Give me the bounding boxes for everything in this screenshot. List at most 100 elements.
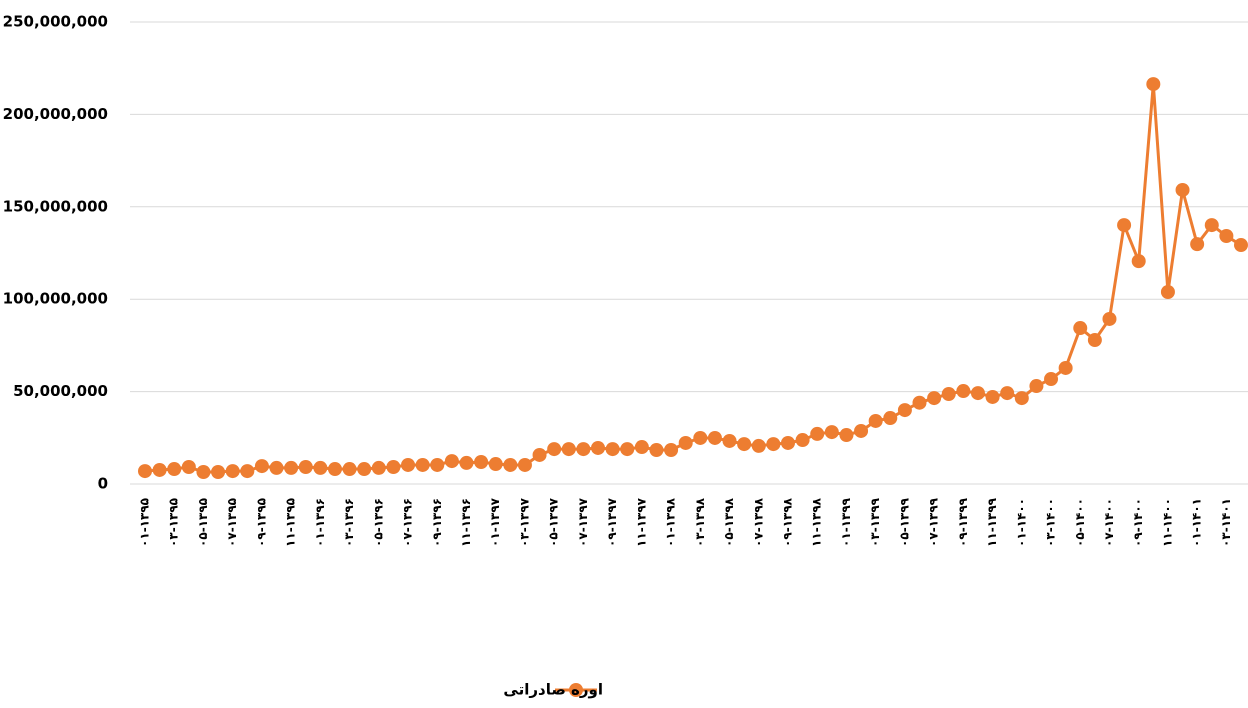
- data-point: [1160, 284, 1175, 299]
- data-point: [868, 413, 883, 428]
- x-tick-label: ۰۹-۱۳۹۵: [254, 498, 268, 547]
- y-tick-label: 100,000,000: [3, 290, 108, 308]
- data-point: [970, 386, 985, 401]
- x-tick-label: ۰۹-۱۳۹۹: [956, 497, 970, 547]
- data-point: [371, 460, 386, 475]
- data-point: [1219, 228, 1234, 243]
- data-point: [488, 457, 503, 472]
- y-tick-label: 150,000,000: [3, 197, 108, 215]
- x-tick-label: ۰۵-۱۳۹۸: [722, 497, 736, 547]
- x-tick-label: ۰۵-۱۳۹۷: [547, 497, 561, 547]
- y-tick-label: 0: [98, 475, 108, 493]
- x-tick-label: ۰۵-۱۳۹۵: [196, 498, 210, 547]
- data-point: [1058, 360, 1073, 375]
- data-point: [751, 438, 766, 453]
- data-point: [1131, 254, 1146, 269]
- x-tick-label: ۰۷-۱۳۹۵: [225, 498, 239, 547]
- data-point: [941, 387, 956, 402]
- data-point: [313, 460, 328, 475]
- data-point: [444, 454, 459, 469]
- x-tick-label: ۰۷-۱۳۹۸: [751, 497, 765, 547]
- data-point: [620, 442, 635, 457]
- data-point: [1117, 218, 1132, 233]
- data-point: [181, 459, 196, 474]
- data-point: [897, 403, 912, 418]
- data-point: [883, 411, 898, 426]
- legend-label: اوره صادراتی: [503, 681, 603, 699]
- data-point: [1146, 77, 1161, 92]
- y-tick-label: 250,000,000: [3, 13, 108, 31]
- data-point: [1014, 391, 1029, 406]
- data-point: [430, 457, 445, 472]
- data-point: [284, 460, 299, 475]
- x-tick-label: ۰۳-۱۳۹۵: [167, 498, 181, 547]
- data-point: [138, 464, 152, 479]
- legend-marker: [569, 683, 583, 697]
- x-tick-label: ۰۹-۱۳۹۸: [780, 497, 794, 547]
- data-point: [357, 462, 372, 477]
- data-point: [547, 442, 562, 457]
- x-tick-label: ۰۷-۱۳۹۶: [401, 498, 415, 547]
- x-tick-label: ۰۱-۱۳۹۸: [664, 497, 678, 547]
- y-tick-label: 200,000,000: [3, 105, 108, 123]
- data-point: [211, 464, 226, 479]
- data-point: [474, 455, 489, 470]
- data-point: [1234, 238, 1248, 253]
- y-tick-label: 50,000,000: [13, 382, 108, 400]
- data-point: [1044, 372, 1059, 387]
- x-tick-label: ۰۳-۱۴۰۰: [1044, 498, 1058, 547]
- data-point: [737, 437, 752, 452]
- data-point: [532, 447, 547, 462]
- data-point: [1204, 218, 1219, 233]
- data-point: [269, 460, 284, 475]
- x-tick-label: ۰۳-۱۳۹۷: [517, 497, 531, 547]
- x-tick-label: ۱۱-۱۳۹۷: [634, 497, 648, 547]
- data-point: [956, 384, 971, 399]
- data-point: [795, 433, 810, 448]
- data-point: [254, 459, 269, 474]
- x-tick-label: ۰۷-۱۴۰۰: [1102, 498, 1116, 547]
- data-point: [927, 391, 942, 406]
- data-point: [503, 457, 518, 472]
- data-point: [1000, 386, 1015, 401]
- data-point: [678, 435, 693, 450]
- data-point: [810, 426, 825, 441]
- x-tick-label: ۰۷-۱۳۹۹: [927, 497, 941, 547]
- data-point: [985, 389, 1000, 404]
- x-tick-label: ۰۱-۱۴۰۱: [1190, 498, 1204, 547]
- x-tick-label: ۰۵-۱۳۹۹: [897, 497, 911, 547]
- data-point: [342, 462, 357, 477]
- x-tick-label: ۰۳-۱۳۹۶: [342, 498, 356, 547]
- data-point: [386, 459, 401, 474]
- x-tick-label: ۰۱-۱۴۰۰: [1014, 498, 1028, 547]
- x-tick-label: ۱۱-۱۳۹۶: [459, 498, 473, 547]
- data-point: [1190, 237, 1205, 252]
- data-point: [415, 457, 430, 472]
- data-point: [152, 462, 167, 477]
- x-tick-label: ۰۱-۱۳۹۶: [313, 498, 327, 547]
- data-point: [298, 459, 313, 474]
- data-point: [824, 425, 839, 440]
- data-point: [766, 437, 781, 452]
- data-point: [707, 430, 722, 445]
- series-line: [144, 83, 1242, 474]
- x-tick-label: ۰۳-۱۳۹۹: [868, 497, 882, 547]
- data-point: [839, 428, 854, 443]
- x-tick-label: ۰۱-۱۳۹۹: [839, 497, 853, 547]
- data-point: [693, 430, 708, 445]
- x-tick-label: ۱۱-۱۳۹۵: [284, 498, 298, 547]
- data-point: [576, 442, 591, 457]
- x-tick-label: ۰۹-۱۳۹۷: [605, 497, 619, 547]
- x-tick-label: ۱۱-۱۳۹۸: [810, 497, 824, 547]
- data-point: [664, 442, 679, 457]
- data-point: [780, 435, 795, 450]
- x-tick-label: ۰۵-۱۳۹۶: [371, 498, 385, 547]
- data-point: [1175, 182, 1190, 197]
- x-tick-label: ۰۹-۱۴۰۰: [1131, 498, 1145, 547]
- data-point: [912, 395, 927, 410]
- x-tick-label: ۰۵-۱۴۰۰: [1073, 498, 1087, 547]
- data-point: [196, 464, 211, 479]
- data-point: [401, 457, 416, 472]
- x-tick-label: ۰۳-۱۳۹۸: [693, 497, 707, 547]
